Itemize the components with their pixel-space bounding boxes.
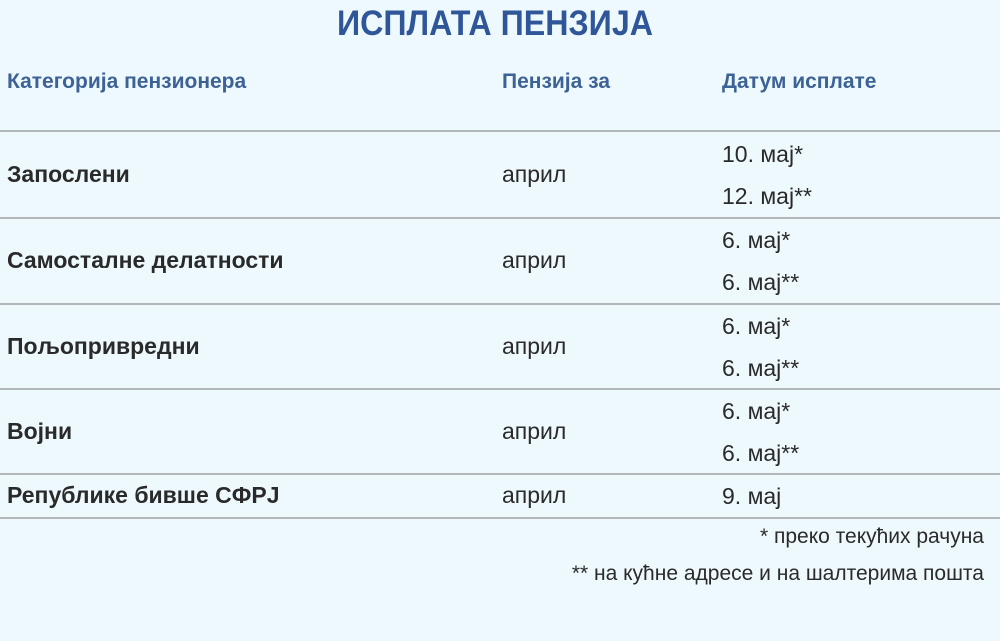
payment-date: 6. мај* (722, 227, 791, 253)
category-cell: Запослени (7, 160, 130, 187)
month-cell: април (502, 482, 567, 508)
divider (0, 303, 1000, 305)
header-pension-for: Пензија за (502, 70, 610, 93)
date-cell: 9. мај (722, 475, 781, 517)
payment-date: 10. мај* (722, 140, 804, 167)
divider (0, 473, 1000, 475)
divider (0, 217, 1000, 219)
payment-date: 12. мај** (722, 182, 812, 209)
category-cell: Републике бивше СФРЈ (7, 482, 280, 508)
table-row: Самосталне делатности април 6. мај* 6. мај*… (0, 219, 1000, 303)
header-payment-date: Датум исплате (722, 70, 877, 93)
footnote-current-accounts: * преко текућих рачуна (759, 525, 984, 548)
page-title: ИСПЛАТА ПЕНЗИЈА (337, 4, 653, 43)
table-row: Војни април 6. мај* 6. мај** (0, 390, 1000, 473)
date-cell: 10. мај* 12. мај** (722, 133, 812, 217)
date-cell: 6. мај* 6. мај** (722, 219, 799, 303)
date-cell: 6. мај* 6. мај** (722, 390, 799, 474)
divider (0, 130, 1000, 132)
table-row: Запослени април 10. мај* 12. мај** (0, 132, 1000, 217)
payment-date: 6. мај** (722, 354, 800, 381)
month-cell: април (502, 332, 567, 359)
divider (0, 388, 1000, 390)
month-cell: април (502, 247, 567, 273)
month-cell: април (502, 160, 567, 187)
payment-date: 9. мај (722, 483, 782, 509)
footnote-home-and-post: ** на кућне адресе и на шалтерима пошта (571, 562, 984, 585)
payment-date: 6. мај* (722, 312, 791, 339)
payment-date: 6. мај* (722, 397, 791, 424)
payment-date: 6. мај** (722, 439, 800, 466)
payment-date: 6. мај** (722, 269, 800, 295)
category-cell: Пољопривредни (7, 332, 200, 359)
header-category: Категорија пензионера (7, 70, 247, 93)
date-cell: 6. мај* 6. мај** (722, 305, 799, 389)
table-row: Републике бивше СФРЈ април 9. мај (0, 475, 1000, 517)
category-cell: Војни (7, 417, 73, 444)
month-cell: април (502, 417, 567, 444)
divider (0, 517, 1000, 519)
category-cell: Самосталне делатности (7, 247, 284, 273)
table-row: Пољопривредни април 6. мај* 6. мај** (0, 305, 1000, 388)
